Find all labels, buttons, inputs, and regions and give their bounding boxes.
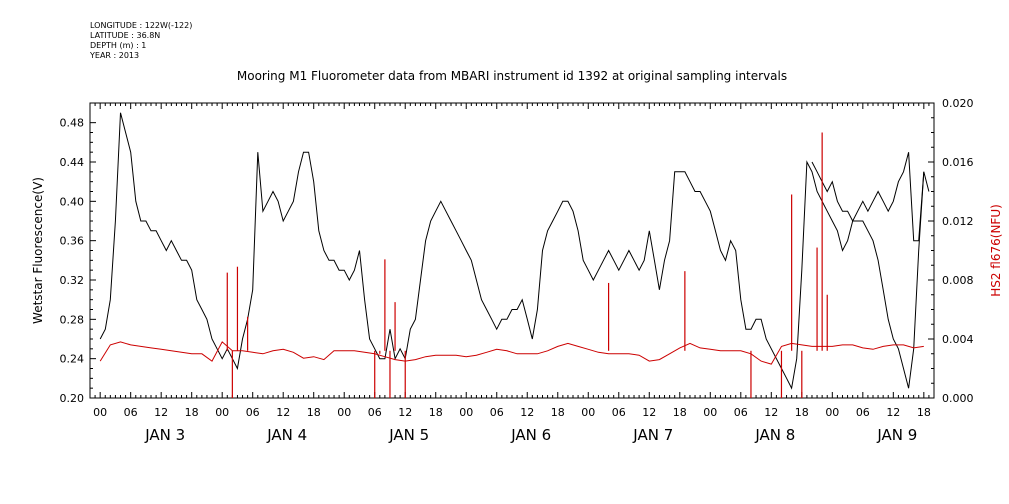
x-hour-label: 12 <box>886 406 900 419</box>
x-hour-label: 18 <box>795 406 809 419</box>
y-left-tick-label: 0.48 <box>60 117 85 130</box>
x-day-label: JAN 9 <box>876 426 917 444</box>
y-right-axis-label: HS2 fl676(NFU) <box>989 204 1003 297</box>
x-hour-label: 18 <box>185 406 199 419</box>
y-right-tick-label: 0.008 <box>942 274 974 287</box>
longitude-label: LONGITUDE : 122W(-122) <box>90 21 193 30</box>
series-line-wetstar-1 <box>811 152 930 242</box>
x-hour-label: 18 <box>307 406 321 419</box>
x-hour-label: 12 <box>520 406 534 419</box>
label-layer: 0.20 0.24 0.28 0.32 0.36 0.40 0.44 0.48 0.000 0.0… <box>31 97 1003 444</box>
y-left-axis-label: Wetstar Fluorescence(V) <box>31 177 45 324</box>
x-day-label: JAN 6 <box>510 426 551 444</box>
x-hour-label: 12 <box>642 406 656 419</box>
y-right-tick-label: 0.004 <box>942 333 974 346</box>
y-left-tick-label: 0.28 <box>60 313 85 326</box>
x-hour-label: 00 <box>581 406 595 419</box>
x-hour-label: 06 <box>734 406 748 419</box>
y-left-tick-label: 0.40 <box>60 195 85 208</box>
x-hour-label: 00 <box>459 406 473 419</box>
y-left-tick-label: 0.24 <box>60 353 85 366</box>
x-day-label: JAN 8 <box>754 426 795 444</box>
y-right-tick-label: 0.000 <box>942 392 974 405</box>
series-line-wetstar-0 <box>99 112 925 390</box>
y-left-tick-label: 0.36 <box>60 235 85 248</box>
x-hour-label: 00 <box>337 406 351 419</box>
axes-layer <box>89 102 935 399</box>
x-hour-label: 06 <box>246 406 260 419</box>
x-hour-label: 18 <box>429 406 443 419</box>
x-day-label: JAN 5 <box>388 426 429 444</box>
depth-label: DEPTH (m) : 1 <box>90 41 147 50</box>
x-hour-label: 06 <box>612 406 626 419</box>
x-hour-label: 18 <box>673 406 687 419</box>
x-hour-label: 00 <box>93 406 107 419</box>
year-label: YEAR : 2013 <box>90 51 140 60</box>
x-day-label: JAN 7 <box>632 426 673 444</box>
y-right-tick-label: 0.020 <box>942 97 974 110</box>
x-hour-label: 12 <box>154 406 168 419</box>
plot-frame <box>89 102 935 399</box>
x-hour-label: 06 <box>124 406 138 419</box>
x-hour-label: 12 <box>276 406 290 419</box>
latitude-label: LATITUDE : 36.8N <box>90 31 161 40</box>
x-hour-label: 18 <box>917 406 931 419</box>
y-left-tick-label: 0.20 <box>60 392 85 405</box>
x-hour-label: 12 <box>398 406 412 419</box>
series-line-hs2-fl676 <box>99 341 924 365</box>
x-hour-label: 12 <box>764 406 778 419</box>
series-layer <box>99 112 930 398</box>
x-hour-label: 06 <box>856 406 870 419</box>
x-hour-label: 18 <box>551 406 565 419</box>
chart-title: Mooring M1 Fluorometer data from MBARI i… <box>237 69 787 83</box>
x-hour-label: 00 <box>215 406 229 419</box>
y-right-tick-label: 0.016 <box>942 156 974 169</box>
y-left-tick-label: 0.44 <box>60 156 85 169</box>
x-hour-label: 06 <box>490 406 504 419</box>
y-left-tick-label: 0.32 <box>60 274 85 287</box>
x-day-label: JAN 3 <box>144 426 185 444</box>
x-hour-label: 06 <box>368 406 382 419</box>
x-hour-label: 00 <box>825 406 839 419</box>
y-right-tick-label: 0.012 <box>942 215 974 228</box>
x-day-label: JAN 4 <box>266 426 307 444</box>
x-hour-label: 00 <box>703 406 717 419</box>
